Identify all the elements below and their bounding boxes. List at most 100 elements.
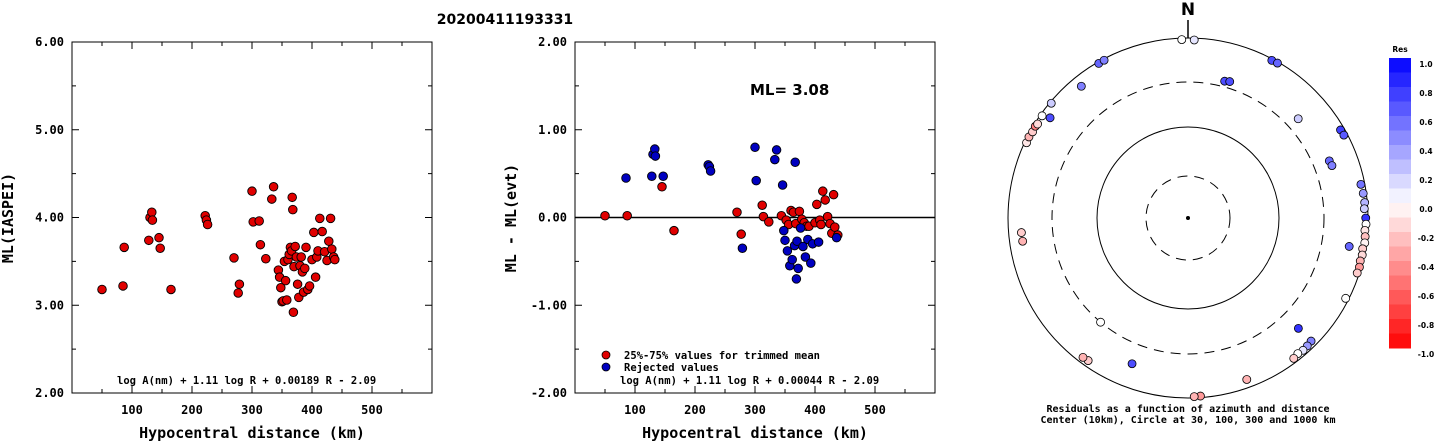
colorbar-cell [1389,246,1411,262]
data-point [816,219,826,230]
colorbar-label: -0.4 [1418,263,1434,272]
data-point [657,182,667,192]
colorbar-cell [1389,304,1411,320]
data-point [770,154,780,165]
station-marker [1352,268,1362,278]
data-point [310,272,321,282]
data-point [818,186,828,196]
y-tick-label: 3.00 [35,298,64,312]
data-point [147,215,158,225]
colorbar-cell [1389,159,1411,175]
legend-marker-rejected [601,362,611,372]
data-point [254,216,264,226]
colorbar-cell [1389,217,1411,233]
station-marker [1096,317,1105,327]
axis-ticks: 100 200 300 400 500 -2.00 -1.00 0.00 1.00 2.00 [531,35,935,417]
y-tick-label: 4.00 [35,211,64,225]
station-marker [1045,113,1055,123]
y-tick-label: -2.00 [531,386,567,400]
formula-text: log A(nm) + 1.11 log R + 0.00189 R - 2.0… [117,375,376,387]
station-marker [1289,353,1299,363]
y-tick-label: 6.00 [35,35,64,49]
data-point [813,237,824,247]
station-marker [1033,119,1043,129]
ring-30km [1145,175,1231,261]
data-point [97,284,107,295]
y-axis-label: ML(IASPEI) [0,173,17,263]
colorbar-cell [1389,130,1411,146]
station-marker [1339,130,1349,140]
y-tick-label: 2.00 [35,386,64,400]
data-point [669,225,679,236]
station-marker [1127,359,1137,369]
data-point [777,180,788,190]
data-point [757,200,767,210]
residual-colorbar: Res 1.0 0.8 0.6 0.4 0.2 0.0 -0.2 -0.4 -0.6 -0.8 -1… [1389,45,1434,359]
data-point [806,258,816,268]
x-tick-label: 300 [744,403,766,417]
colorbar-label: -0.2 [1418,234,1434,243]
data-point [658,171,668,182]
data-point [234,279,245,289]
data-point [830,222,840,232]
data-point [154,232,164,243]
data-point [737,243,748,253]
station-marker [1356,179,1366,189]
data-point [315,213,325,224]
data-point [268,182,279,192]
y-tick-label: 5.00 [35,123,64,137]
station-marker [1076,81,1086,91]
data-point [764,217,774,227]
data-point [798,241,808,252]
data-point [792,236,802,246]
station-marker [1177,35,1187,45]
x-tick-label: 100 [624,403,646,417]
x-tick-label: 200 [181,403,203,417]
colorbar-labels: 1.0 0.8 0.6 0.4 0.2 0.0 -0.2 -0.4 -0.6 -0.8 -1.0 [1418,60,1434,359]
data-point [751,175,761,186]
ring-300km [1051,81,1325,355]
data-point [144,235,154,246]
colorbar-label: 0.8 [1419,89,1432,98]
data-point [790,157,800,167]
colorbar-label: -0.8 [1418,321,1434,330]
ml-vs-distance-panel: 100 200 300 400 500 2.00 3.00 4.00 5.00 6.00 Hypo… [0,35,433,441]
x-tick-label: 100 [121,403,143,417]
data-point [267,194,277,204]
data-point [732,207,742,217]
data-point [622,210,632,221]
x-tick-label: 500 [864,403,886,417]
data-point [317,226,327,237]
data-point [787,254,797,265]
data-point [155,243,165,253]
colorbar-label: 0.2 [1419,176,1432,185]
data-point [280,275,291,286]
colorbar-cell [1389,232,1411,247]
data-points [97,182,340,318]
colorbar-cell [1389,101,1411,117]
data-point [229,253,239,263]
colorbar-label: 1.0 [1419,60,1432,69]
data-point [304,281,315,291]
caption-line-2: Center (10km), Circle at 30, 100, 300 an… [1040,414,1335,426]
station-marker [1358,188,1368,198]
data-point [782,246,793,256]
colorbar-label: 0.6 [1419,118,1432,127]
data-point [779,225,789,236]
colorbar-cell [1389,174,1411,189]
colorbar-cell [1389,58,1411,73]
legend-marker-trimmed [601,350,611,360]
data-point [287,192,297,203]
data-point [800,252,811,262]
colorbar-title: Res [1392,45,1408,54]
data-point [831,232,842,243]
center-marker [1186,216,1190,220]
data-point [812,199,822,210]
station-marker [1046,98,1056,108]
y-axis-label: ML - ML(evt) [502,164,520,272]
station-marker [1189,392,1199,401]
colorbar-label: 0.0 [1419,205,1432,214]
x-tick-label: 400 [804,403,826,417]
station-markers [1017,35,1371,401]
station-marker [1017,228,1026,237]
